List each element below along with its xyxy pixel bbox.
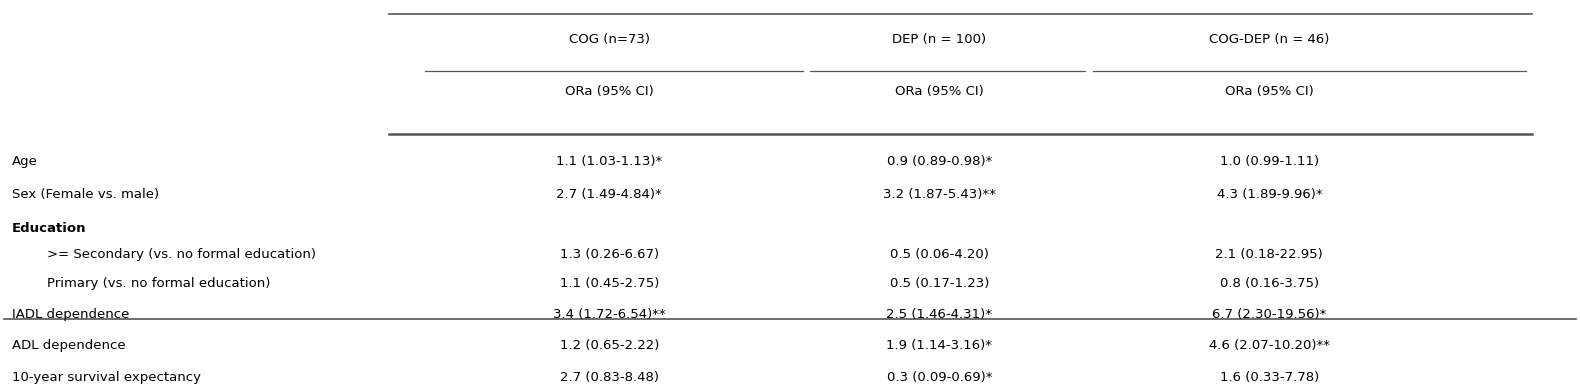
Text: 0.5 (0.17-1.23): 0.5 (0.17-1.23) bbox=[890, 277, 989, 290]
Text: 4.3 (1.89-9.96)*: 4.3 (1.89-9.96)* bbox=[1217, 188, 1322, 201]
Text: COG-DEP (n = 46): COG-DEP (n = 46) bbox=[1209, 33, 1329, 46]
Text: >= Secondary (vs. no formal education): >= Secondary (vs. no formal education) bbox=[46, 248, 316, 262]
Text: Primary (vs. no formal education): Primary (vs. no formal education) bbox=[46, 277, 270, 290]
Text: 0.8 (0.16-3.75): 0.8 (0.16-3.75) bbox=[1220, 277, 1319, 290]
Text: Age: Age bbox=[13, 155, 38, 168]
Text: 4.6 (2.07-10.20)**: 4.6 (2.07-10.20)** bbox=[1209, 339, 1330, 352]
Text: 0.5 (0.06-4.20): 0.5 (0.06-4.20) bbox=[890, 248, 989, 262]
Text: COG (n=73): COG (n=73) bbox=[569, 33, 649, 46]
Text: 1.0 (0.99-1.11): 1.0 (0.99-1.11) bbox=[1220, 155, 1319, 168]
Text: 1.1 (1.03-1.13)*: 1.1 (1.03-1.13)* bbox=[556, 155, 662, 168]
Text: 1.6 (0.33-7.78): 1.6 (0.33-7.78) bbox=[1220, 371, 1319, 384]
Text: Education: Education bbox=[13, 222, 87, 235]
Text: 1.1 (0.45-2.75): 1.1 (0.45-2.75) bbox=[559, 277, 659, 290]
Text: 10-year survival expectancy: 10-year survival expectancy bbox=[13, 371, 201, 384]
Text: ORa (95% CI): ORa (95% CI) bbox=[1224, 85, 1313, 98]
Text: 3.2 (1.87-5.43)**: 3.2 (1.87-5.43)** bbox=[883, 188, 995, 201]
Text: 2.7 (1.49-4.84)*: 2.7 (1.49-4.84)* bbox=[556, 188, 662, 201]
Text: DEP (n = 100): DEP (n = 100) bbox=[893, 33, 986, 46]
Text: 0.9 (0.89-0.98)*: 0.9 (0.89-0.98)* bbox=[886, 155, 992, 168]
Text: 2.7 (0.83-8.48): 2.7 (0.83-8.48) bbox=[559, 371, 659, 384]
Text: Sex (Female vs. male): Sex (Female vs. male) bbox=[13, 188, 160, 201]
Text: 1.3 (0.26-6.67): 1.3 (0.26-6.67) bbox=[559, 248, 659, 262]
Text: 3.4 (1.72-6.54)**: 3.4 (1.72-6.54)** bbox=[553, 308, 665, 321]
Text: 0.3 (0.09-0.69)*: 0.3 (0.09-0.69)* bbox=[886, 371, 992, 384]
Text: 2.1 (0.18-22.95): 2.1 (0.18-22.95) bbox=[1215, 248, 1322, 262]
Text: 2.5 (1.46-4.31)*: 2.5 (1.46-4.31)* bbox=[886, 308, 992, 321]
Text: 1.2 (0.65-2.22): 1.2 (0.65-2.22) bbox=[559, 339, 659, 352]
Text: ORa (95% CI): ORa (95% CI) bbox=[894, 85, 984, 98]
Text: IADL dependence: IADL dependence bbox=[13, 308, 130, 321]
Text: ADL dependence: ADL dependence bbox=[13, 339, 126, 352]
Text: 1.9 (1.14-3.16)*: 1.9 (1.14-3.16)* bbox=[886, 339, 992, 352]
Text: 6.7 (2.30-19.56)*: 6.7 (2.30-19.56)* bbox=[1212, 308, 1327, 321]
Text: ORa (95% CI): ORa (95% CI) bbox=[566, 85, 654, 98]
